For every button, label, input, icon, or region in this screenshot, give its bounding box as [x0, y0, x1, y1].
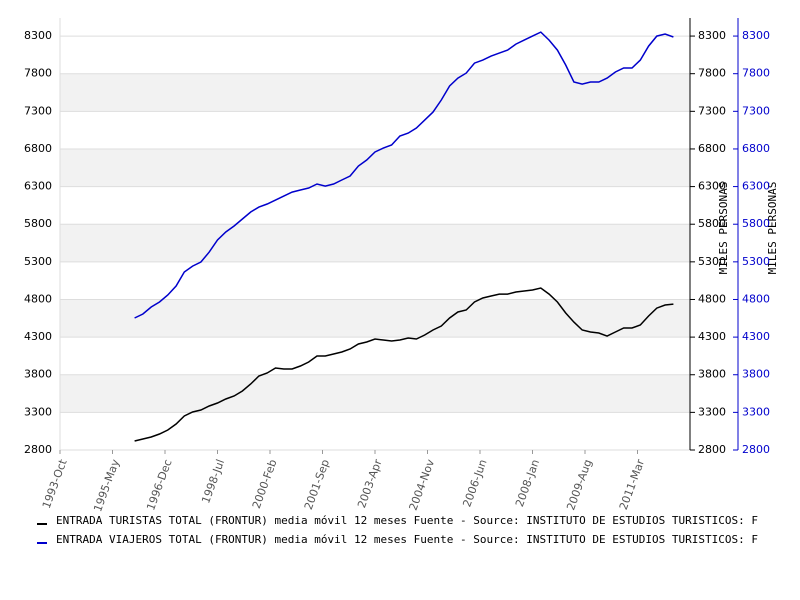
y2-tick-label: 6800 — [742, 142, 770, 155]
y-tick-label: 5300 — [24, 255, 52, 268]
y2-tick-label: 6300 — [742, 180, 770, 193]
y-tick-label-right: 3300 — [698, 405, 726, 418]
y-tick-label-right: 7300 — [698, 104, 726, 117]
x-tick-label: 2001-Sep — [302, 458, 332, 512]
y2-tick-label: 4800 — [742, 292, 770, 305]
y2-tick-label: 3300 — [742, 405, 770, 418]
x-tick-label: 2004-Nov — [407, 457, 438, 512]
y-tick-label-right: 4300 — [698, 330, 726, 343]
grid-band — [60, 224, 690, 262]
y-tick-label: 3300 — [24, 405, 52, 418]
y-tick-label-right: 7800 — [698, 67, 726, 80]
y-tick-label: 2800 — [24, 443, 52, 456]
y-tick-label: 7300 — [24, 104, 52, 117]
grid-band — [60, 374, 690, 413]
x-tick-label: 1995-May — [91, 457, 122, 513]
x-tick-label: 1993-Oct — [40, 457, 70, 510]
x-tick-label: 1996-Dec — [144, 458, 174, 512]
y2-tick-label: 4300 — [742, 330, 770, 343]
y-tick-label: 6800 — [24, 142, 52, 155]
legend-label: ENTRADA TURISTAS TOTAL (FRONTUR) media m… — [56, 514, 758, 527]
y-tick-label: 7800 — [24, 67, 52, 80]
y-tick-label-right: 6800 — [698, 142, 726, 155]
y-tick-label: 5800 — [24, 217, 52, 230]
y2-tick-label: 3800 — [742, 368, 770, 381]
legend-label: ENTRADA VIAJEROS TOTAL (FRONTUR) media m… — [56, 533, 758, 546]
y-tick-label: 8300 — [24, 29, 52, 42]
y-tick-label-right: 6300 — [698, 180, 726, 193]
y2-tick-label: 8300 — [742, 29, 770, 42]
y2-tick-label: 2800 — [742, 443, 770, 456]
y-axis-label: MILES PERSONAS — [717, 182, 730, 275]
x-tick-label: 1998-Jul — [199, 458, 227, 506]
y-tick-label-right: 2800 — [698, 443, 726, 456]
y-tick-label-right: 3800 — [698, 368, 726, 381]
x-tick-label: 2000-Feb — [250, 458, 280, 511]
y2-axis-label: MILES PERSONAS — [766, 182, 779, 275]
y-tick-label-right: 8300 — [698, 29, 726, 42]
y2-tick-label: 5300 — [742, 255, 770, 268]
series-line — [134, 287, 674, 442]
x-tick-label: 2003-Apr — [355, 457, 385, 510]
y-tick-label-right: 5300 — [698, 255, 726, 268]
y2-tick-label: 7800 — [742, 67, 770, 80]
y2-tick-label: 7300 — [742, 104, 770, 117]
y-tick-label: 4800 — [24, 292, 52, 305]
x-tick-label: 2011-Mar — [617, 457, 647, 511]
x-tick-label: 2009-Aug — [564, 458, 594, 512]
grid-band — [60, 148, 690, 187]
x-tick-label: 2006-Jun — [460, 458, 489, 509]
y-tick-label-right: 4800 — [698, 292, 726, 305]
y2-tick-label: 5800 — [742, 217, 770, 230]
x-tick-label: 2008-Jan — [513, 458, 542, 509]
y-tick-label: 6300 — [24, 180, 52, 193]
y-tick-label-right: 5800 — [698, 217, 726, 230]
grid-band — [60, 73, 690, 112]
y-tick-label: 3800 — [24, 368, 52, 381]
series-line — [134, 31, 674, 319]
y-tick-label: 4300 — [24, 330, 52, 343]
